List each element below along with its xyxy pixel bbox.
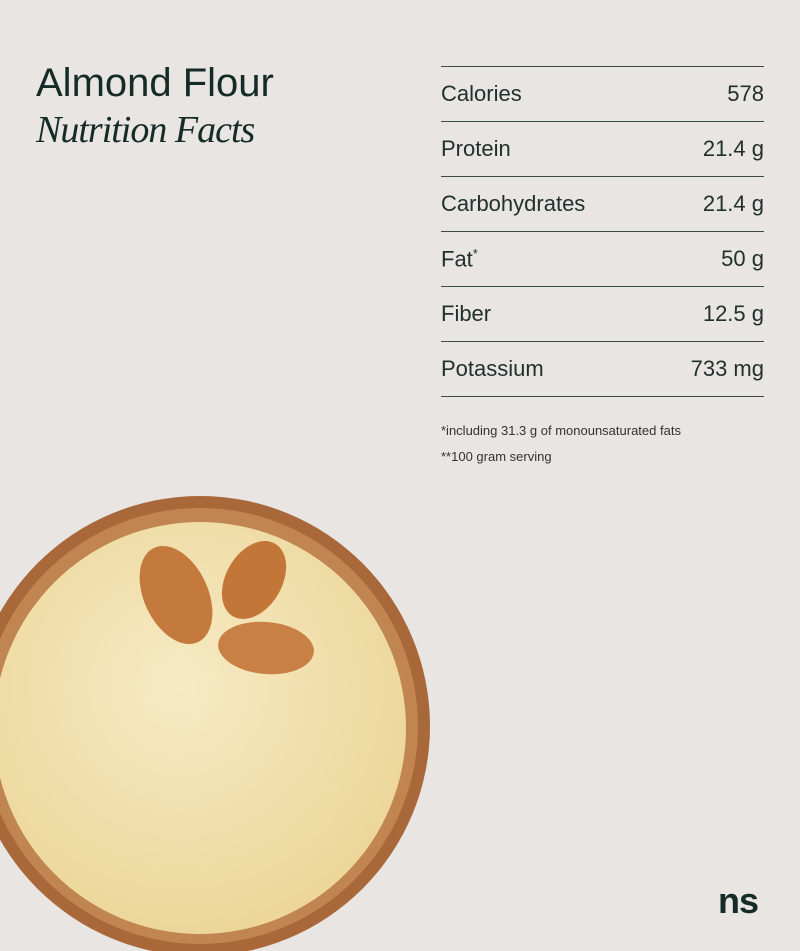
- nutrient-value: 12.5 g: [702, 301, 764, 326]
- footnote-marker: *: [472, 245, 478, 261]
- nutrient-value: 21.4 g: [702, 191, 764, 216]
- almond-flour-bowl-image: [0, 496, 430, 951]
- nutrient-row: Protein 21.4 g: [441, 122, 764, 177]
- nutrient-label: Potassium: [441, 356, 544, 381]
- almond-icon: [139, 545, 213, 645]
- flour: [0, 522, 406, 934]
- almond-icon: [221, 541, 287, 619]
- nutrient-value: 21.4 g: [702, 136, 764, 161]
- nutrient-label: Fat: [441, 246, 473, 272]
- nutrient-row: Fiber 12.5 g: [441, 287, 764, 342]
- nutrient-label: Fiber: [441, 301, 492, 326]
- nutrient-label: Protein: [441, 136, 511, 161]
- nutrient-row: Potassium 733 mg: [441, 342, 764, 397]
- nutrient-label: Calories: [441, 81, 522, 106]
- nutrient-row: Calories 578: [441, 67, 764, 122]
- nutrition-table: Calories 578 Protein 21.4 g Carbohydrates 2…: [441, 66, 764, 397]
- nutrient-label: Carbohydrates: [441, 191, 586, 216]
- footnotes: *including 31.3 g of monounsaturated fat…: [441, 418, 681, 470]
- nutrient-value: 733 mg: [690, 356, 764, 381]
- page-subtitle: Nutrition Facts: [36, 109, 255, 151]
- footnote: *including 31.3 g of monounsaturated fat…: [441, 423, 681, 438]
- nutrient-value: 578: [727, 81, 764, 106]
- almond-icon: [218, 621, 314, 675]
- nutrient-row: Carbohydrates 21.4 g: [441, 177, 764, 232]
- nutrient-value: 50 g: [721, 246, 764, 271]
- footnote: **100 gram serving: [441, 449, 552, 464]
- nutrient-row: Fat* 50 g: [441, 232, 764, 287]
- page-title: Almond Flour: [36, 61, 274, 105]
- brand-logo: ns: [718, 880, 759, 921]
